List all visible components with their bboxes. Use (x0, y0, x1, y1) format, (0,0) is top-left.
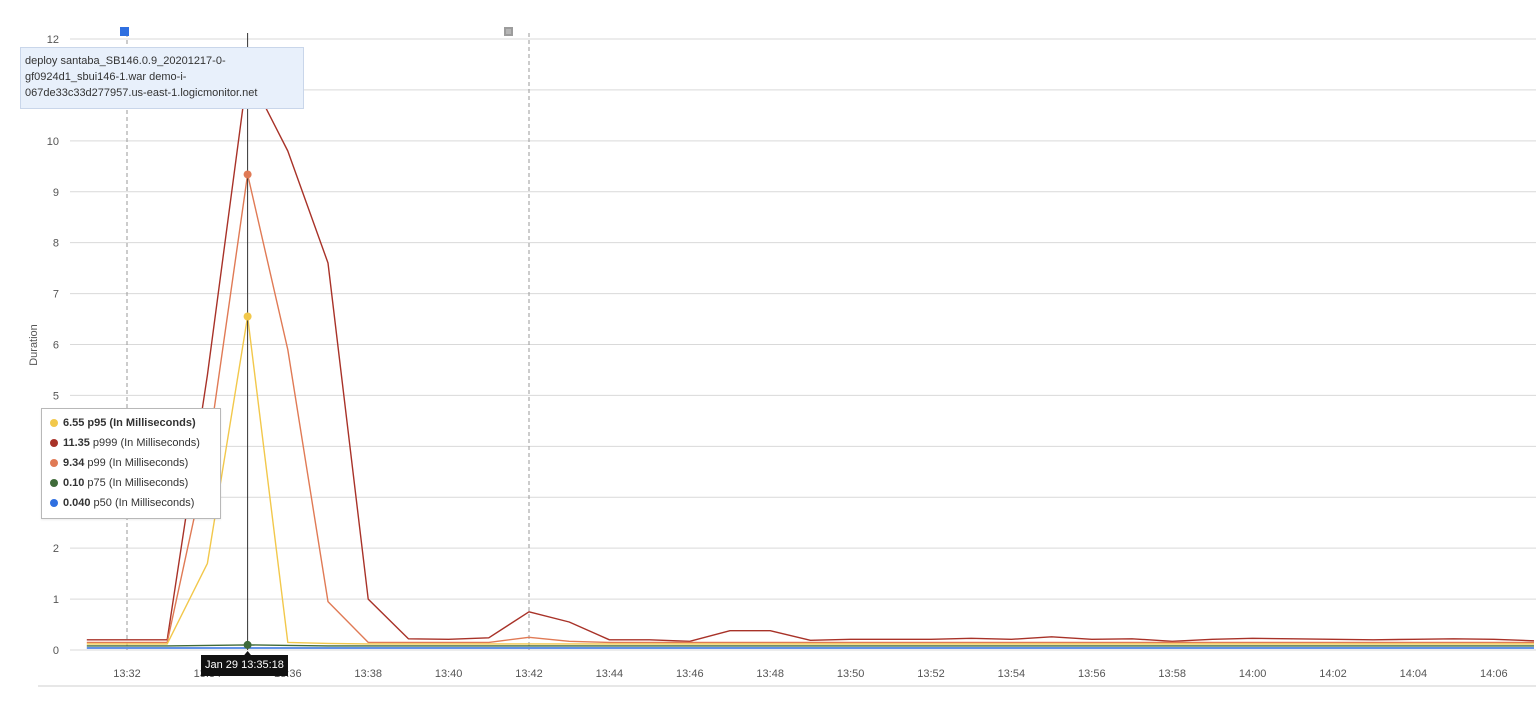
series-line-1 (86, 173, 1534, 644)
y-axis-ticks: 0123456789101112 (47, 34, 59, 657)
y-tick-label-12: 12 (47, 34, 59, 46)
legend-value-p50: 0.040 (63, 497, 91, 509)
y-tick-label-2: 2 (53, 543, 59, 555)
annotation-line-1: deploy santaba_SB146.0.9_20201217-0- (25, 55, 226, 67)
x-tick-label-1400: 14:00 (1239, 668, 1267, 680)
chart-legend-tooltip: 6.55 p95 (In Milliseconds) 11.35 p999 (I… (41, 408, 221, 519)
legend-dot-p50 (50, 499, 58, 507)
legend-label-p75: p75 (In Milliseconds) (87, 477, 189, 489)
legend-item-p50: 0.040 p50 (In Milliseconds) (50, 493, 214, 513)
y-tick-label-6: 6 (53, 340, 59, 352)
series-line-0 (86, 71, 1535, 642)
legend-value-p75: 0.10 (63, 477, 85, 489)
x-tick-label-1350: 13:50 (837, 668, 865, 680)
y-tick-label-0: 0 (53, 645, 59, 657)
x-tick-label-1356: 13:56 (1078, 668, 1106, 680)
event-marker-lines (126, 33, 530, 650)
x-axis-ticks: 13:3213:3413:3613:3813:4013:4213:4413:46… (113, 668, 1507, 680)
legend-dot-p99 (50, 459, 58, 467)
legend-value-p95: 6.55 (63, 417, 85, 429)
legend-item-p99: 9.34 p99 (In Milliseconds) (50, 453, 214, 473)
legend-value-p99: 9.34 (63, 457, 85, 469)
hover-point-3 (243, 640, 252, 649)
series-line-3 (86, 644, 1534, 647)
x-tick-label-1344: 13:44 (596, 668, 624, 680)
x-tick-label-1402: 14:02 (1319, 668, 1347, 680)
x-tick-label-1358: 13:58 (1158, 668, 1186, 680)
legend-label-p95: p95 (In Milliseconds) (87, 417, 196, 429)
x-tick-label-1338: 13:38 (354, 668, 382, 680)
x-tick-label-1348: 13:48 (756, 668, 784, 680)
event-marker-icon-deploy[interactable] (120, 27, 129, 36)
x-tick-label-1352: 13:52 (917, 668, 945, 680)
legend-item-p75: 0.10 p75 (In Milliseconds) (50, 473, 214, 493)
series-line-2 (86, 315, 1534, 645)
legend-label-p99: p99 (In Milliseconds) (87, 457, 189, 469)
annotation-line-3: 067de33c33d277957.us-east-1.logicmonitor… (25, 87, 258, 99)
series-lines (86, 71, 1535, 649)
y-tick-label-7: 7 (53, 289, 59, 301)
legend-dot-p75 (50, 479, 58, 487)
y-tick-label-8: 8 (53, 238, 59, 250)
x-tick-label-1346: 13:46 (676, 668, 704, 680)
y-axis-title: Duration (28, 324, 40, 366)
legend-item-p999: 11.35 p999 (In Milliseconds) (50, 433, 214, 453)
legend-dot-p999 (50, 439, 58, 447)
y-tick-label-5: 5 (53, 390, 59, 402)
x-tick-label-1332: 13:32 (113, 668, 141, 680)
x-tick-label-1404: 14:04 (1400, 668, 1428, 680)
annotation-line-2: gf0924d1_sbui146-1.war demo-i- (25, 71, 187, 83)
y-tick-label-10: 10 (47, 136, 59, 148)
y-tick-label-1: 1 (53, 594, 59, 606)
gridlines (38, 38, 1536, 687)
legend-label-p50: p50 (In Milliseconds) (93, 497, 195, 509)
y-tick-label-9: 9 (53, 187, 59, 199)
legend-dot-p95 (50, 419, 58, 427)
x-tick-label-1354: 13:54 (998, 668, 1026, 680)
legend-value-p999: 11.35 (63, 437, 90, 449)
hover-point-2 (243, 312, 252, 321)
deploy-annotation-tooltip: deploy santaba_SB146.0.9_20201217-0- gf0… (20, 47, 304, 109)
x-tick-label-1340: 13:40 (435, 668, 463, 680)
legend-label-p999: p999 (In Milliseconds) (92, 437, 200, 449)
legend-item-p95: 6.55 p95 (In Milliseconds) (50, 413, 214, 433)
event-marker-icon-secondary[interactable] (504, 27, 513, 36)
x-tick-label-1406: 14:06 (1480, 668, 1508, 680)
hover-point-1 (243, 170, 252, 179)
x-tick-label-1342: 13:42 (515, 668, 543, 680)
crosshair-time-label: Jan 29 13:35:18 (201, 655, 288, 676)
